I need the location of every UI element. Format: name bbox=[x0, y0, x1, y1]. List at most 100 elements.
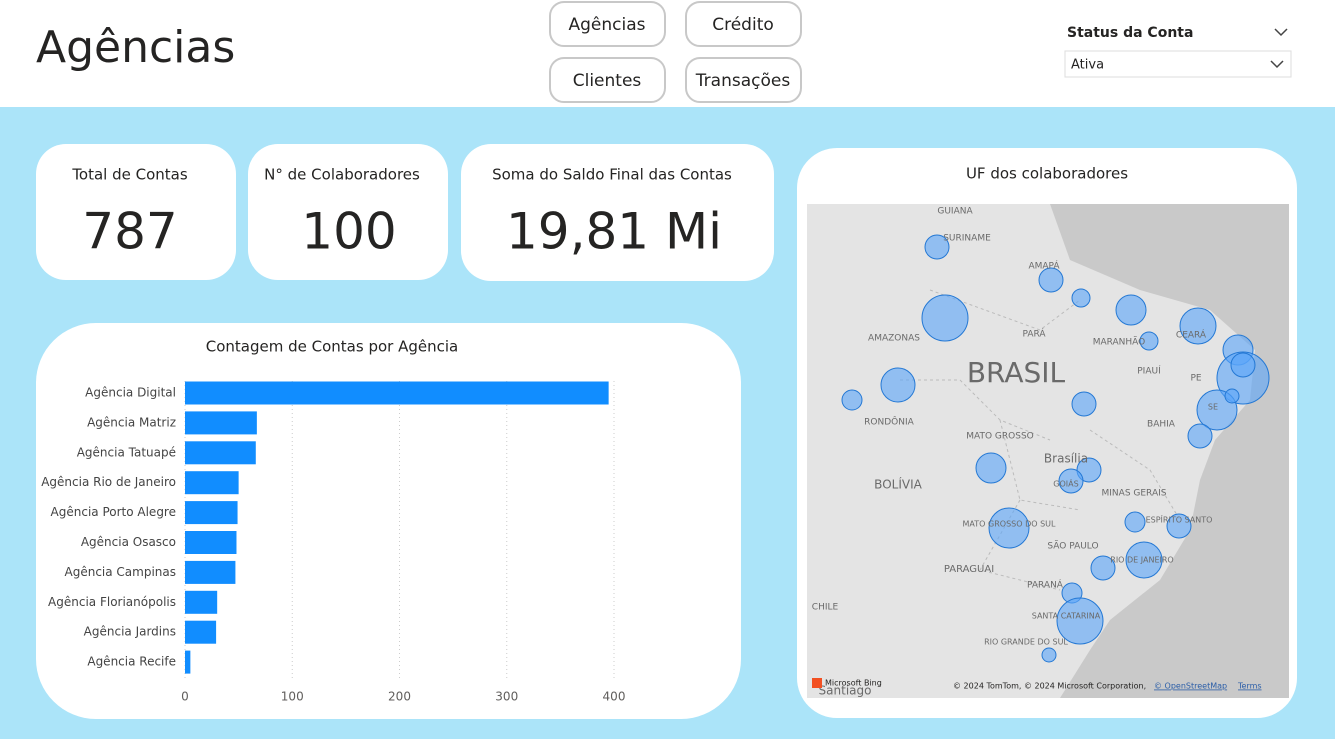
map-label: AMAPÁ bbox=[1028, 260, 1060, 272]
map-bubble bbox=[1230, 352, 1256, 378]
map-bubble bbox=[1090, 555, 1116, 581]
map-bubble bbox=[1115, 294, 1147, 326]
map-attribution: Microsoft Bing bbox=[825, 679, 882, 688]
map-title: UF dos colaboradores bbox=[966, 165, 1128, 183]
map-bubble bbox=[880, 367, 916, 403]
kpi-label: N° de Colaboradores bbox=[264, 166, 420, 184]
x-tick-label: 300 bbox=[495, 690, 518, 704]
nav-label[interactable]: Transações bbox=[695, 71, 791, 91]
bar bbox=[185, 411, 257, 435]
map-link[interactable]: Terms bbox=[1237, 682, 1262, 691]
map[interactable]: GUIANA SURINAME AMAPÁ AMAZONAS PARÁ MARANHÃO C… bbox=[807, 204, 1289, 698]
map-bubble bbox=[1038, 267, 1064, 293]
map-label: SE bbox=[1208, 403, 1218, 412]
map-label: MATO GROSSO DO SUL bbox=[963, 520, 1056, 529]
bar bbox=[185, 531, 237, 554]
kpi-value: 19,81 Mi bbox=[506, 203, 722, 261]
map-bubble bbox=[1041, 647, 1057, 663]
page-title: Agências bbox=[36, 22, 235, 73]
map-label: MATO GROSSO bbox=[966, 432, 1034, 442]
bar bbox=[185, 501, 238, 525]
map-label: SÃO PAULO bbox=[1047, 541, 1098, 552]
nav-label[interactable]: Clientes bbox=[573, 71, 642, 91]
map-bubble bbox=[1124, 511, 1146, 533]
map-label: BRASIL bbox=[967, 356, 1066, 389]
x-tick-label: 0 bbox=[181, 690, 189, 704]
nav-button[interactable]: Agências bbox=[549, 1, 666, 47]
x-tick-label: 400 bbox=[603, 690, 626, 704]
nav-button[interactable]: Transações bbox=[685, 57, 802, 103]
y-tick-label: Agência Jardins bbox=[84, 625, 176, 639]
map-label: SANTA CATARINA bbox=[1032, 612, 1101, 621]
nav-label[interactable]: Agências bbox=[569, 15, 646, 35]
nav-button[interactable]: Clientes bbox=[549, 57, 666, 103]
map-bubble bbox=[1076, 457, 1102, 483]
map-bubble bbox=[1125, 541, 1163, 579]
map-bubble bbox=[975, 452, 1007, 484]
bar bbox=[185, 560, 236, 584]
map-bubble bbox=[1166, 513, 1192, 539]
map-label: BAHIA bbox=[1147, 420, 1176, 430]
map-label: MARANHÃO bbox=[1093, 337, 1146, 348]
y-tick-label: Agência Osasco bbox=[81, 535, 176, 549]
map-bubble bbox=[1056, 597, 1104, 645]
map-label: RIO DE JANEIRO bbox=[1110, 556, 1173, 565]
filter-value[interactable]: Ativa bbox=[1071, 58, 1104, 73]
nav-label[interactable]: Crédito bbox=[712, 15, 774, 35]
y-tick-label: Agência Recife bbox=[87, 655, 176, 669]
map-bubble bbox=[924, 234, 950, 260]
map-bubble bbox=[1187, 423, 1213, 449]
kpi-value: 100 bbox=[301, 203, 396, 261]
kpi-label: Total de Contas bbox=[71, 166, 188, 184]
map-bubble bbox=[921, 294, 969, 342]
map-label: CEARÁ bbox=[1176, 329, 1207, 341]
bar bbox=[185, 381, 609, 405]
map-label: PIAUÍ bbox=[1137, 365, 1161, 377]
map-label: CHILE bbox=[812, 603, 839, 613]
map-bubble bbox=[1058, 468, 1084, 494]
kpi-label: Soma do Saldo Final das Contas bbox=[492, 166, 732, 184]
map-label: PARÁ bbox=[1022, 328, 1046, 340]
map-label: PARANÁ bbox=[1027, 579, 1064, 591]
nav-button[interactable]: Crédito bbox=[685, 1, 802, 47]
map-label: SURINAME bbox=[943, 234, 991, 244]
filter-label: Status da Conta bbox=[1067, 25, 1193, 41]
chart-title: Contagem de Contas por Agência bbox=[206, 338, 458, 356]
y-tick-label: Agência Porto Alegre bbox=[51, 505, 176, 519]
map-label: ESPÍRITO SANTO bbox=[1146, 514, 1213, 525]
map-label: Santiago bbox=[819, 684, 872, 698]
x-tick-label: 200 bbox=[388, 690, 411, 704]
map-bubble bbox=[841, 389, 863, 411]
bar bbox=[185, 650, 191, 674]
map-label: MINAS GERAIS bbox=[1102, 489, 1167, 499]
kpi-value: 787 bbox=[82, 203, 177, 261]
y-tick-label: Agência Tatuapé bbox=[77, 445, 176, 459]
map-link[interactable]: © OpenStreetMap bbox=[1154, 682, 1227, 691]
map-bubble bbox=[1179, 307, 1217, 345]
map-label: RONDÔNIA bbox=[864, 416, 914, 428]
map-attribution: © 2024 TomTom, © 2024 Microsoft Corporat… bbox=[953, 682, 1146, 691]
map-label: GUIANA bbox=[937, 207, 973, 217]
map-label: PARAGUAI bbox=[944, 564, 994, 575]
bar bbox=[185, 471, 239, 495]
filter-dropdown[interactable]: Ativa bbox=[1064, 50, 1292, 78]
filter-collapse[interactable] bbox=[1274, 28, 1288, 37]
map-bubble bbox=[1139, 331, 1159, 351]
x-tick-label: 100 bbox=[281, 690, 304, 704]
map-label: GOIÁS bbox=[1053, 478, 1078, 489]
map-bubble bbox=[988, 507, 1030, 549]
y-tick-label: Agência Campinas bbox=[65, 565, 177, 579]
y-tick-label: Agência Digital bbox=[85, 386, 176, 400]
map-label: AMAZONAS bbox=[868, 334, 920, 344]
bar bbox=[185, 441, 256, 465]
map-bubble bbox=[1071, 391, 1097, 417]
y-tick-label: Agência Matriz bbox=[87, 415, 176, 429]
bar bbox=[185, 590, 218, 614]
kpi-card bbox=[461, 144, 774, 281]
bing-logo bbox=[812, 678, 822, 688]
y-tick-label: Agência Florianópolis bbox=[48, 595, 176, 609]
kpi-card bbox=[248, 144, 448, 280]
y-tick-label: Agência Rio de Janeiro bbox=[41, 475, 176, 489]
map-label: BOLÍVIA bbox=[874, 477, 922, 492]
